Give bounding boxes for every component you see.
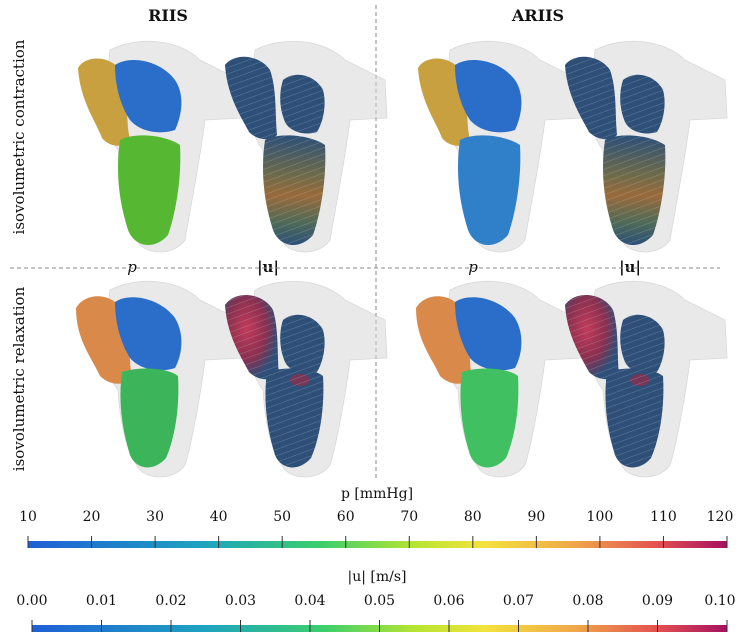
colorbar-tick-label: 0.02 (155, 593, 187, 609)
colorbar-tick-label: 30 (146, 509, 164, 525)
heart-velocity-ariis-relaxation (565, 280, 728, 478)
colorbar-tick-label: 60 (336, 509, 355, 525)
heart-pressure-ariis-relaxation (416, 280, 583, 478)
panel-label-p-right: p (468, 258, 478, 276)
colorbar-tick-label: 10 (19, 509, 37, 525)
heart-velocity-ariis-contraction (565, 40, 728, 253)
colorbar-tick-label: 0.09 (641, 593, 674, 609)
ventricle (457, 135, 521, 246)
column-title-riis: RIIS (148, 6, 188, 25)
column-title-ariis: ARIIS (511, 6, 565, 25)
panel-label-u-right: |u| (619, 258, 641, 276)
colorbar-tick-label: 0.07 (502, 593, 535, 609)
panel-label-p-left: p (127, 258, 137, 276)
atrium-right (115, 297, 182, 371)
colorbar-tick-label: 120 (706, 509, 734, 525)
colorbar-pressure (28, 541, 727, 548)
ventricle (460, 368, 519, 468)
colorbar-tick-label: 0.05 (363, 593, 396, 609)
colorbar-tick-label: 20 (82, 509, 101, 525)
colorbar-velocity-ticks (31, 620, 728, 632)
heart-pressure-riis-relaxation (76, 280, 243, 478)
ventricle (117, 135, 181, 246)
heart-velocity-riis-relaxation (225, 280, 388, 478)
colorbar-tick-label: 110 (650, 509, 677, 525)
colorbar-tick-label: 50 (273, 509, 292, 525)
atrium-right (115, 60, 182, 133)
colorbar-tick-label: 0.06 (433, 593, 465, 609)
atrium-right (455, 60, 522, 133)
heart-velocity-riis-contraction (225, 40, 388, 253)
colorbar-tick-label: 100 (586, 509, 614, 525)
colorbar-pressure-title: p [mmHg] (340, 486, 414, 502)
colorbar-velocity-title: |u| [m/s] (347, 569, 407, 585)
atrium-right (455, 297, 522, 371)
colorbar-tick-label: 0.10 (704, 593, 736, 609)
colorbar-tick-label: 70 (400, 509, 419, 525)
heart-pressure-riis-contraction (78, 40, 243, 253)
panel-label-u-left: |u| (257, 258, 279, 276)
ventricle (120, 368, 179, 468)
heart-pressure-ariis-contraction (418, 40, 583, 253)
colorbar-tick-label: 0.01 (85, 593, 118, 609)
colorbar-tick-label: 80 (463, 509, 482, 525)
colorbar-tick-label: 40 (209, 509, 228, 525)
colorbar-tick-label: 0.04 (294, 593, 326, 609)
colorbar-tick-label: 0.08 (572, 593, 604, 609)
colorbar-tick-label: 90 (527, 509, 546, 525)
colorbar-pressure-ticks (27, 536, 728, 548)
colorbar-tick-label: 0.00 (16, 593, 48, 609)
colorbar-tick-label: 0.03 (224, 593, 257, 609)
